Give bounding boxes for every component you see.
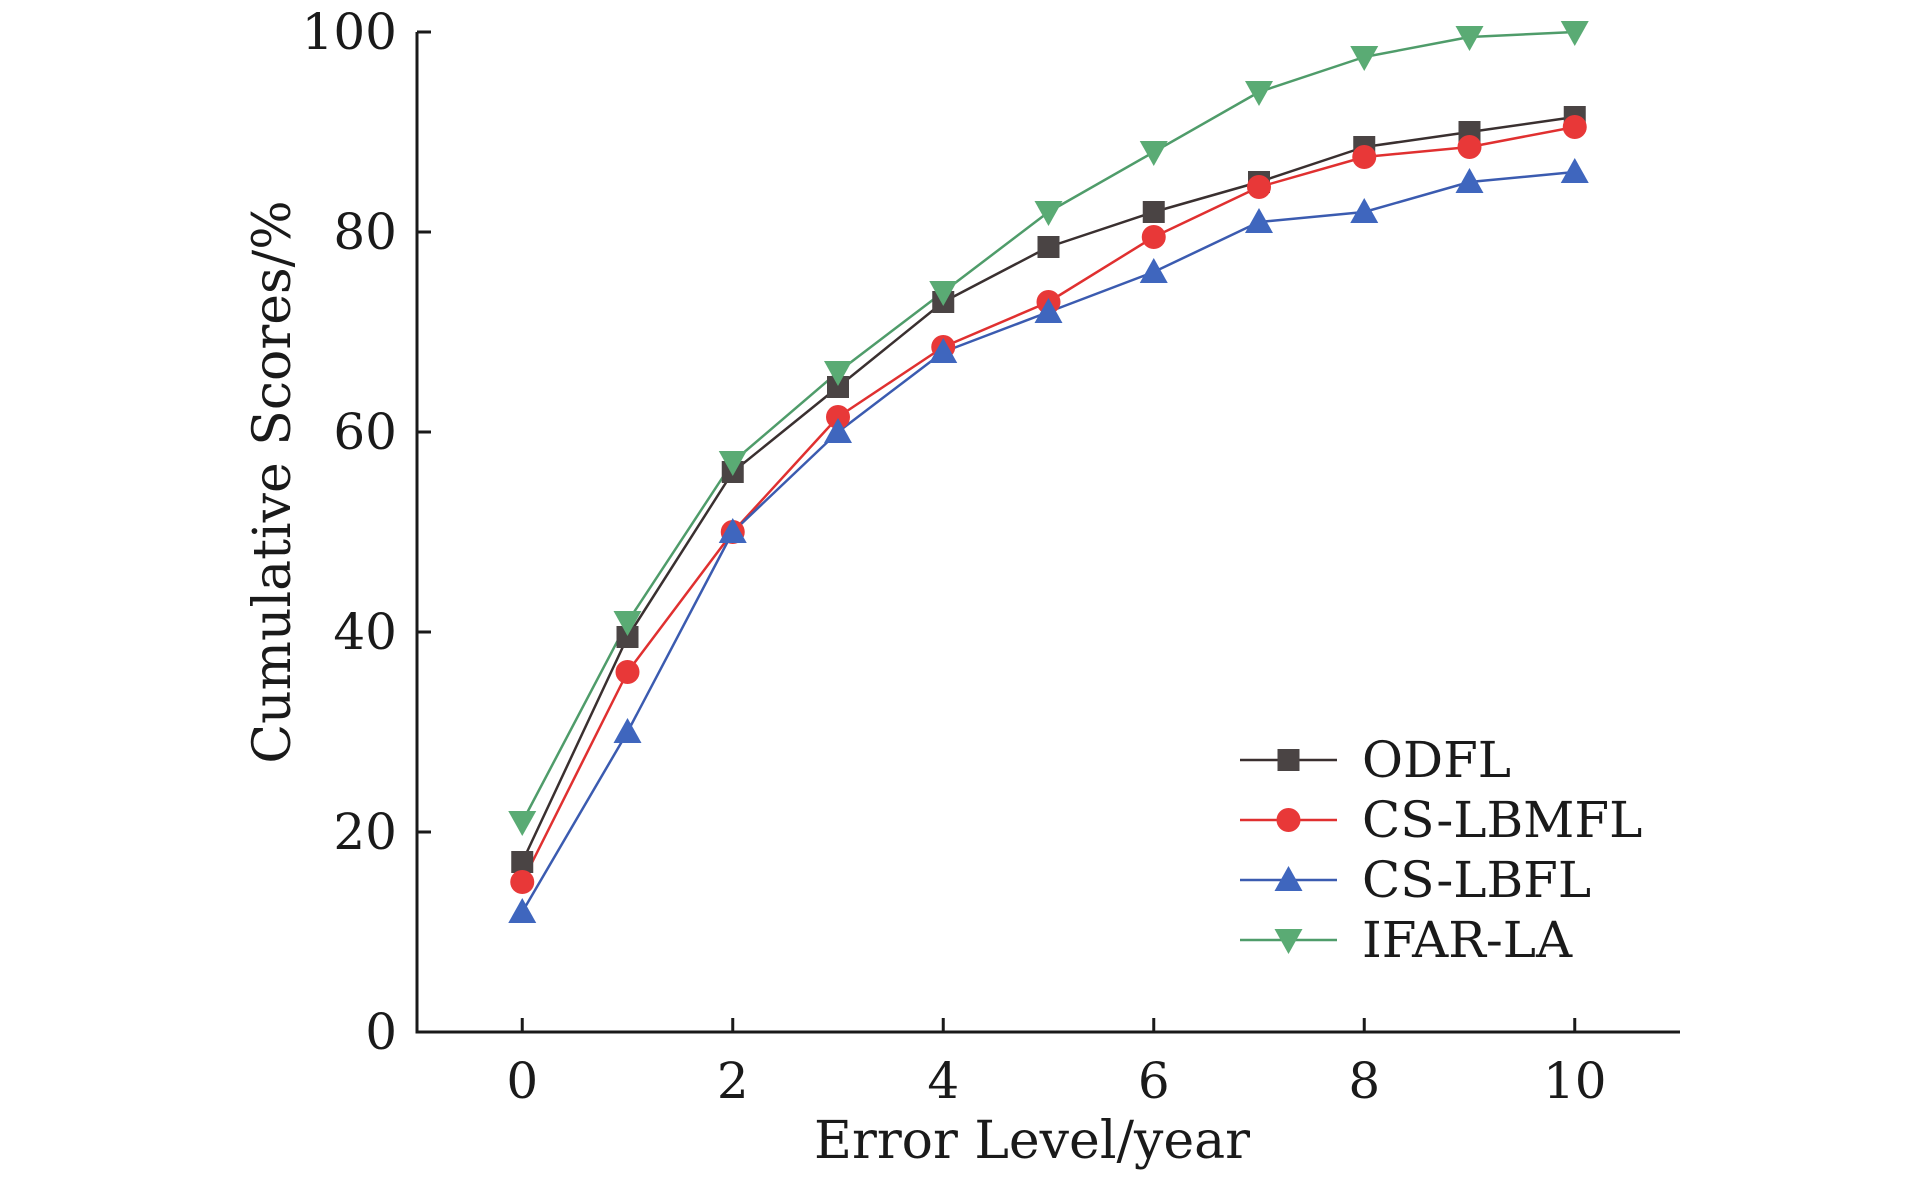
data-point-cs-lbfl — [613, 718, 642, 743]
x-tick-label: 0 — [506, 1052, 538, 1110]
data-point-cs-lbfl — [1350, 198, 1379, 223]
data-point-cs-lbfl — [1560, 158, 1589, 183]
legend-label-odfl: ODFL — [1362, 731, 1511, 789]
data-point-odfl — [1037, 236, 1060, 258]
data-point-ifar-la — [613, 611, 642, 636]
data-point-cs-lbfl — [718, 518, 747, 543]
data-point-cs-lbmfl — [1562, 115, 1587, 139]
data-point-odfl — [616, 626, 639, 648]
legend-marker-cs-lbmfl — [1276, 808, 1301, 832]
x-tick-label: 4 — [927, 1052, 959, 1110]
data-point-ifar-la — [824, 361, 852, 386]
data-point-odfl — [1142, 201, 1165, 223]
x-tick-label: 6 — [1138, 1052, 1170, 1110]
data-point-ifar-la — [1455, 26, 1484, 51]
y-axis-title: Cumulative Scores/% — [243, 200, 303, 763]
data-point-cs-lbmfl — [826, 405, 850, 429]
data-point-odfl — [511, 851, 534, 873]
y-tick-label: 20 — [333, 803, 397, 861]
data-point-cs-lbmfl — [615, 660, 640, 684]
y-tick-label: 40 — [333, 603, 397, 661]
data-point-ifar-la — [1245, 81, 1273, 106]
legend-marker-cs-lbfl — [1274, 866, 1303, 891]
x-tick-label: 8 — [1348, 1052, 1380, 1110]
data-point-cs-lbmfl — [510, 870, 535, 894]
data-point-ifar-la — [1560, 21, 1589, 46]
data-point-cs-lbfl — [1245, 208, 1273, 233]
data-point-cs-lbfl — [508, 898, 537, 923]
y-tick-label: 80 — [333, 203, 397, 261]
legend-marker-ifar-la — [1274, 929, 1303, 954]
data-point-cs-lbfl — [929, 338, 958, 363]
data-point-ifar-la — [1350, 46, 1379, 71]
x-tick-label: 10 — [1543, 1052, 1607, 1110]
x-axis-title: Error Level/year — [814, 1111, 1250, 1171]
data-point-ifar-la — [508, 811, 537, 836]
data-point-cs-lbfl — [1139, 258, 1168, 283]
series-line-ifar-la — [521, 30, 1575, 823]
data-point-cs-lbfl — [1034, 298, 1063, 323]
legend-label-cs-lbfl: CS-LBFL — [1362, 851, 1591, 909]
data-point-cs-lbmfl — [1457, 135, 1482, 159]
legend-label-cs-lbmfl: CS-LBMFL — [1362, 791, 1642, 849]
data-point-cs-lbmfl — [1247, 175, 1271, 199]
data-point-ifar-la — [929, 281, 958, 306]
data-point-ifar-la — [718, 451, 747, 476]
data-point-ifar-la — [1034, 201, 1063, 226]
legend-label-ifar-la: IFAR-LA — [1362, 911, 1573, 969]
y-tick-label: 60 — [333, 403, 397, 461]
legend-marker-odfl — [1277, 749, 1300, 771]
axes: 0 20 40 60 80 100 0 2 4 6 8 10 — [302, 3, 1680, 1110]
data-point-cs-lbfl — [1455, 168, 1484, 193]
data-point-cs-lbmfl — [1352, 145, 1377, 169]
data-point-odfl — [827, 376, 849, 398]
x-tick-label: 2 — [717, 1052, 749, 1110]
data-point-cs-lbfl — [824, 418, 852, 443]
series-markers — [508, 21, 1589, 923]
data-point-cs-lbmfl — [1141, 225, 1166, 249]
data-point-ifar-la — [1139, 141, 1168, 166]
y-tick-label: 100 — [302, 3, 397, 61]
y-tick-label: 0 — [365, 1003, 397, 1061]
